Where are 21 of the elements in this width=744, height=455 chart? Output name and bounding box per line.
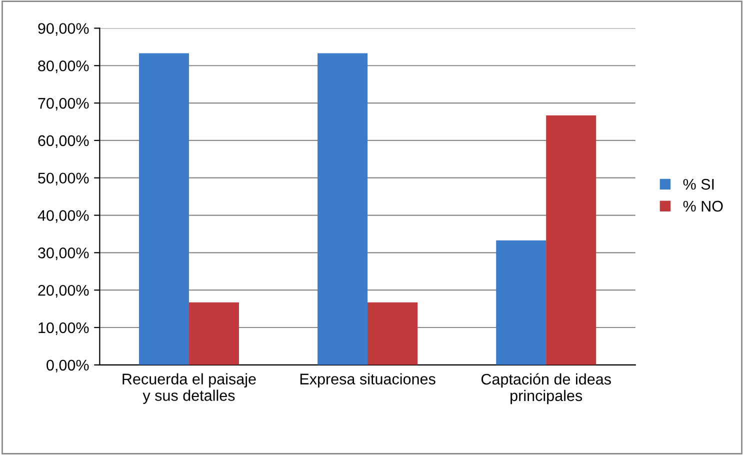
bar	[368, 302, 418, 365]
x-tick-label: Recuerda el paisaje y sus detalles	[122, 373, 256, 404]
bar	[318, 53, 368, 365]
y-tick-label: 20,00%	[38, 284, 89, 298]
bar	[188, 302, 239, 365]
y-tick-label: 60,00%	[38, 135, 89, 148]
x-tick-label: Expresa situaciones	[300, 373, 436, 388]
y-tick-label: 90,00%	[38, 23, 89, 36]
y-tick-label: 40,00%	[38, 210, 89, 223]
y-tick-label: 70,00%	[38, 98, 89, 111]
x-tick-label: Captación de ideas principales	[481, 373, 611, 404]
legend-label: % SI	[683, 178, 714, 190]
bar	[496, 240, 546, 365]
bar	[138, 53, 189, 365]
y-tick-label: 30,00%	[38, 248, 89, 260]
legend-label: % NO	[683, 200, 723, 212]
y-tick-label: 10,00%	[38, 322, 89, 335]
bar	[546, 115, 596, 365]
y-tick-label: 0,00%	[46, 360, 89, 372]
y-tick-label: 50,00%	[38, 172, 89, 186]
y-tick-label: 80,00%	[38, 60, 89, 74]
